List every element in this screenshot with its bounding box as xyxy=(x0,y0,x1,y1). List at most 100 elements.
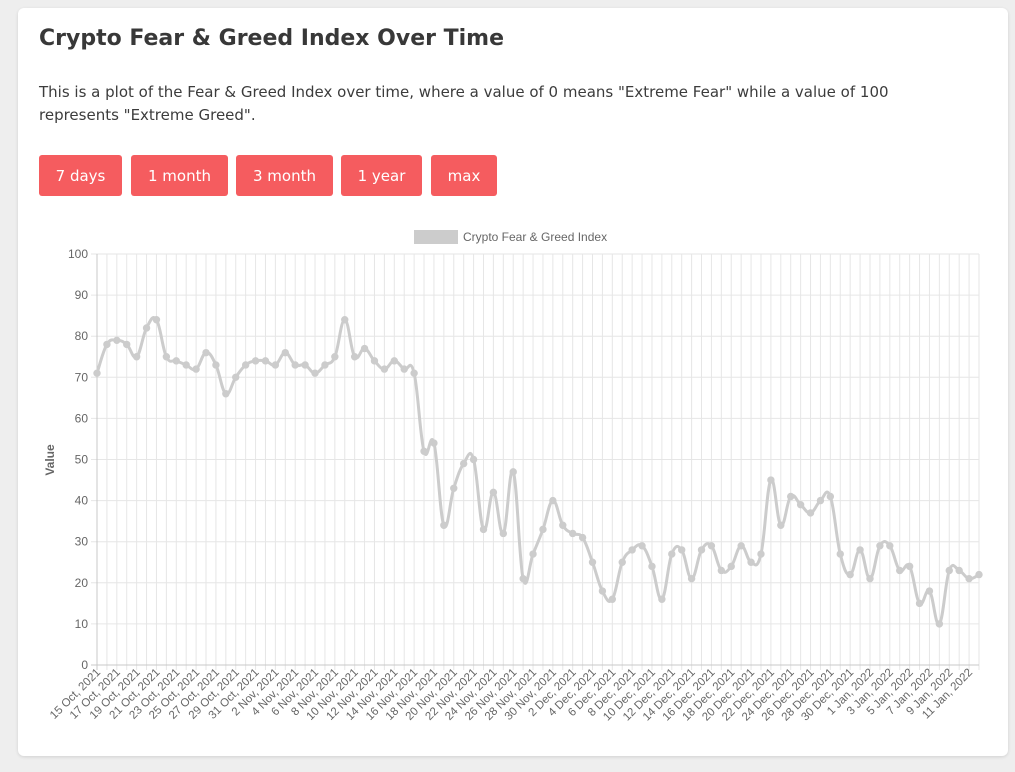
data-point xyxy=(420,447,428,455)
data-point xyxy=(232,373,240,381)
data-point xyxy=(717,566,726,575)
data-point xyxy=(360,344,369,353)
data-point xyxy=(638,542,646,550)
data-point xyxy=(321,361,329,369)
data-point xyxy=(519,574,527,583)
data-point xyxy=(271,361,280,369)
legend-label: Crypto Fear & Greed Index xyxy=(463,230,607,244)
y-axis-title: Value xyxy=(43,444,57,476)
data-point xyxy=(450,484,458,492)
data-point xyxy=(559,521,567,529)
data-point xyxy=(588,558,597,566)
data-point xyxy=(291,361,299,369)
data-point xyxy=(757,550,765,558)
data-point xyxy=(152,316,161,324)
data-point xyxy=(568,529,577,538)
data-point xyxy=(261,357,270,365)
data-point xyxy=(915,599,924,608)
data-point xyxy=(935,620,944,628)
data-point xyxy=(182,361,190,369)
data-point xyxy=(192,365,200,373)
data-point xyxy=(241,361,250,369)
page-description: This is a plot of the Fear & Greed Index… xyxy=(39,83,889,124)
legend-swatch xyxy=(414,230,458,244)
data-point xyxy=(658,595,666,603)
data-point xyxy=(727,562,735,571)
data-point xyxy=(975,570,983,579)
data-point xyxy=(459,459,468,468)
data-point xyxy=(281,348,289,357)
series-line xyxy=(95,316,980,626)
data-point xyxy=(311,369,319,377)
data-point xyxy=(162,353,171,361)
data-point xyxy=(687,574,696,583)
data-point xyxy=(469,455,478,464)
data-point xyxy=(410,369,418,377)
data-point xyxy=(866,574,874,583)
data-point xyxy=(628,546,636,554)
data-point xyxy=(380,365,389,373)
data-point xyxy=(212,361,220,369)
data-point xyxy=(529,550,537,558)
y-tick-label: 10 xyxy=(75,617,89,631)
data-point xyxy=(222,390,230,398)
data-point xyxy=(113,336,121,345)
data-point xyxy=(103,340,111,349)
data-point xyxy=(608,595,617,603)
data-point xyxy=(905,562,914,571)
data-point xyxy=(677,546,686,554)
data-point xyxy=(965,574,973,583)
data-point xyxy=(787,492,795,501)
data-point xyxy=(806,509,815,517)
data-point xyxy=(697,546,706,554)
data-point xyxy=(93,369,101,377)
y-tick-label: 50 xyxy=(75,453,89,467)
data-point xyxy=(747,558,755,566)
data-point xyxy=(539,525,547,534)
data-point xyxy=(896,566,904,575)
range-max-button[interactable]: max xyxy=(431,155,497,196)
data-point xyxy=(578,533,587,542)
data-point xyxy=(341,316,349,324)
range-7-days-button[interactable]: 7 days xyxy=(39,155,122,196)
y-tick-label: 30 xyxy=(75,535,89,549)
range-1-month-button[interactable]: 1 month xyxy=(131,155,228,196)
data-point xyxy=(142,324,151,332)
data-point xyxy=(836,550,844,558)
range-3-month-button[interactable]: 3 month xyxy=(236,155,333,196)
data-point xyxy=(479,525,488,534)
data-point xyxy=(331,353,339,361)
data-point xyxy=(648,562,656,571)
page-title: Crypto Fear & Greed Index Over Time xyxy=(39,26,505,51)
data-point xyxy=(499,529,508,538)
y-tick-label: 100 xyxy=(68,247,88,261)
range-1-year-button[interactable]: 1 year xyxy=(341,155,422,196)
data-point xyxy=(370,357,379,365)
data-point xyxy=(816,496,825,505)
data-point xyxy=(350,353,359,361)
data-point xyxy=(846,570,854,579)
data-point xyxy=(737,542,745,550)
data-point xyxy=(618,558,626,566)
data-point xyxy=(707,542,716,550)
data-point xyxy=(390,357,399,365)
data-point xyxy=(598,587,607,595)
data-point xyxy=(945,566,953,575)
data-point xyxy=(440,521,448,529)
data-point xyxy=(549,496,557,505)
data-point xyxy=(301,361,309,369)
data-point xyxy=(826,492,835,501)
data-point xyxy=(856,546,864,554)
y-tick-label: 60 xyxy=(75,411,89,425)
y-tick-label: 80 xyxy=(75,329,89,343)
y-tick-label: 70 xyxy=(75,370,89,384)
data-point xyxy=(767,476,775,484)
data-point xyxy=(777,521,785,529)
y-tick-label: 90 xyxy=(75,288,89,302)
y-tick-label: 20 xyxy=(75,576,89,590)
y-tick-label: 40 xyxy=(75,494,89,508)
data-point xyxy=(489,488,498,497)
data-point xyxy=(955,566,963,575)
data-point xyxy=(123,340,131,349)
